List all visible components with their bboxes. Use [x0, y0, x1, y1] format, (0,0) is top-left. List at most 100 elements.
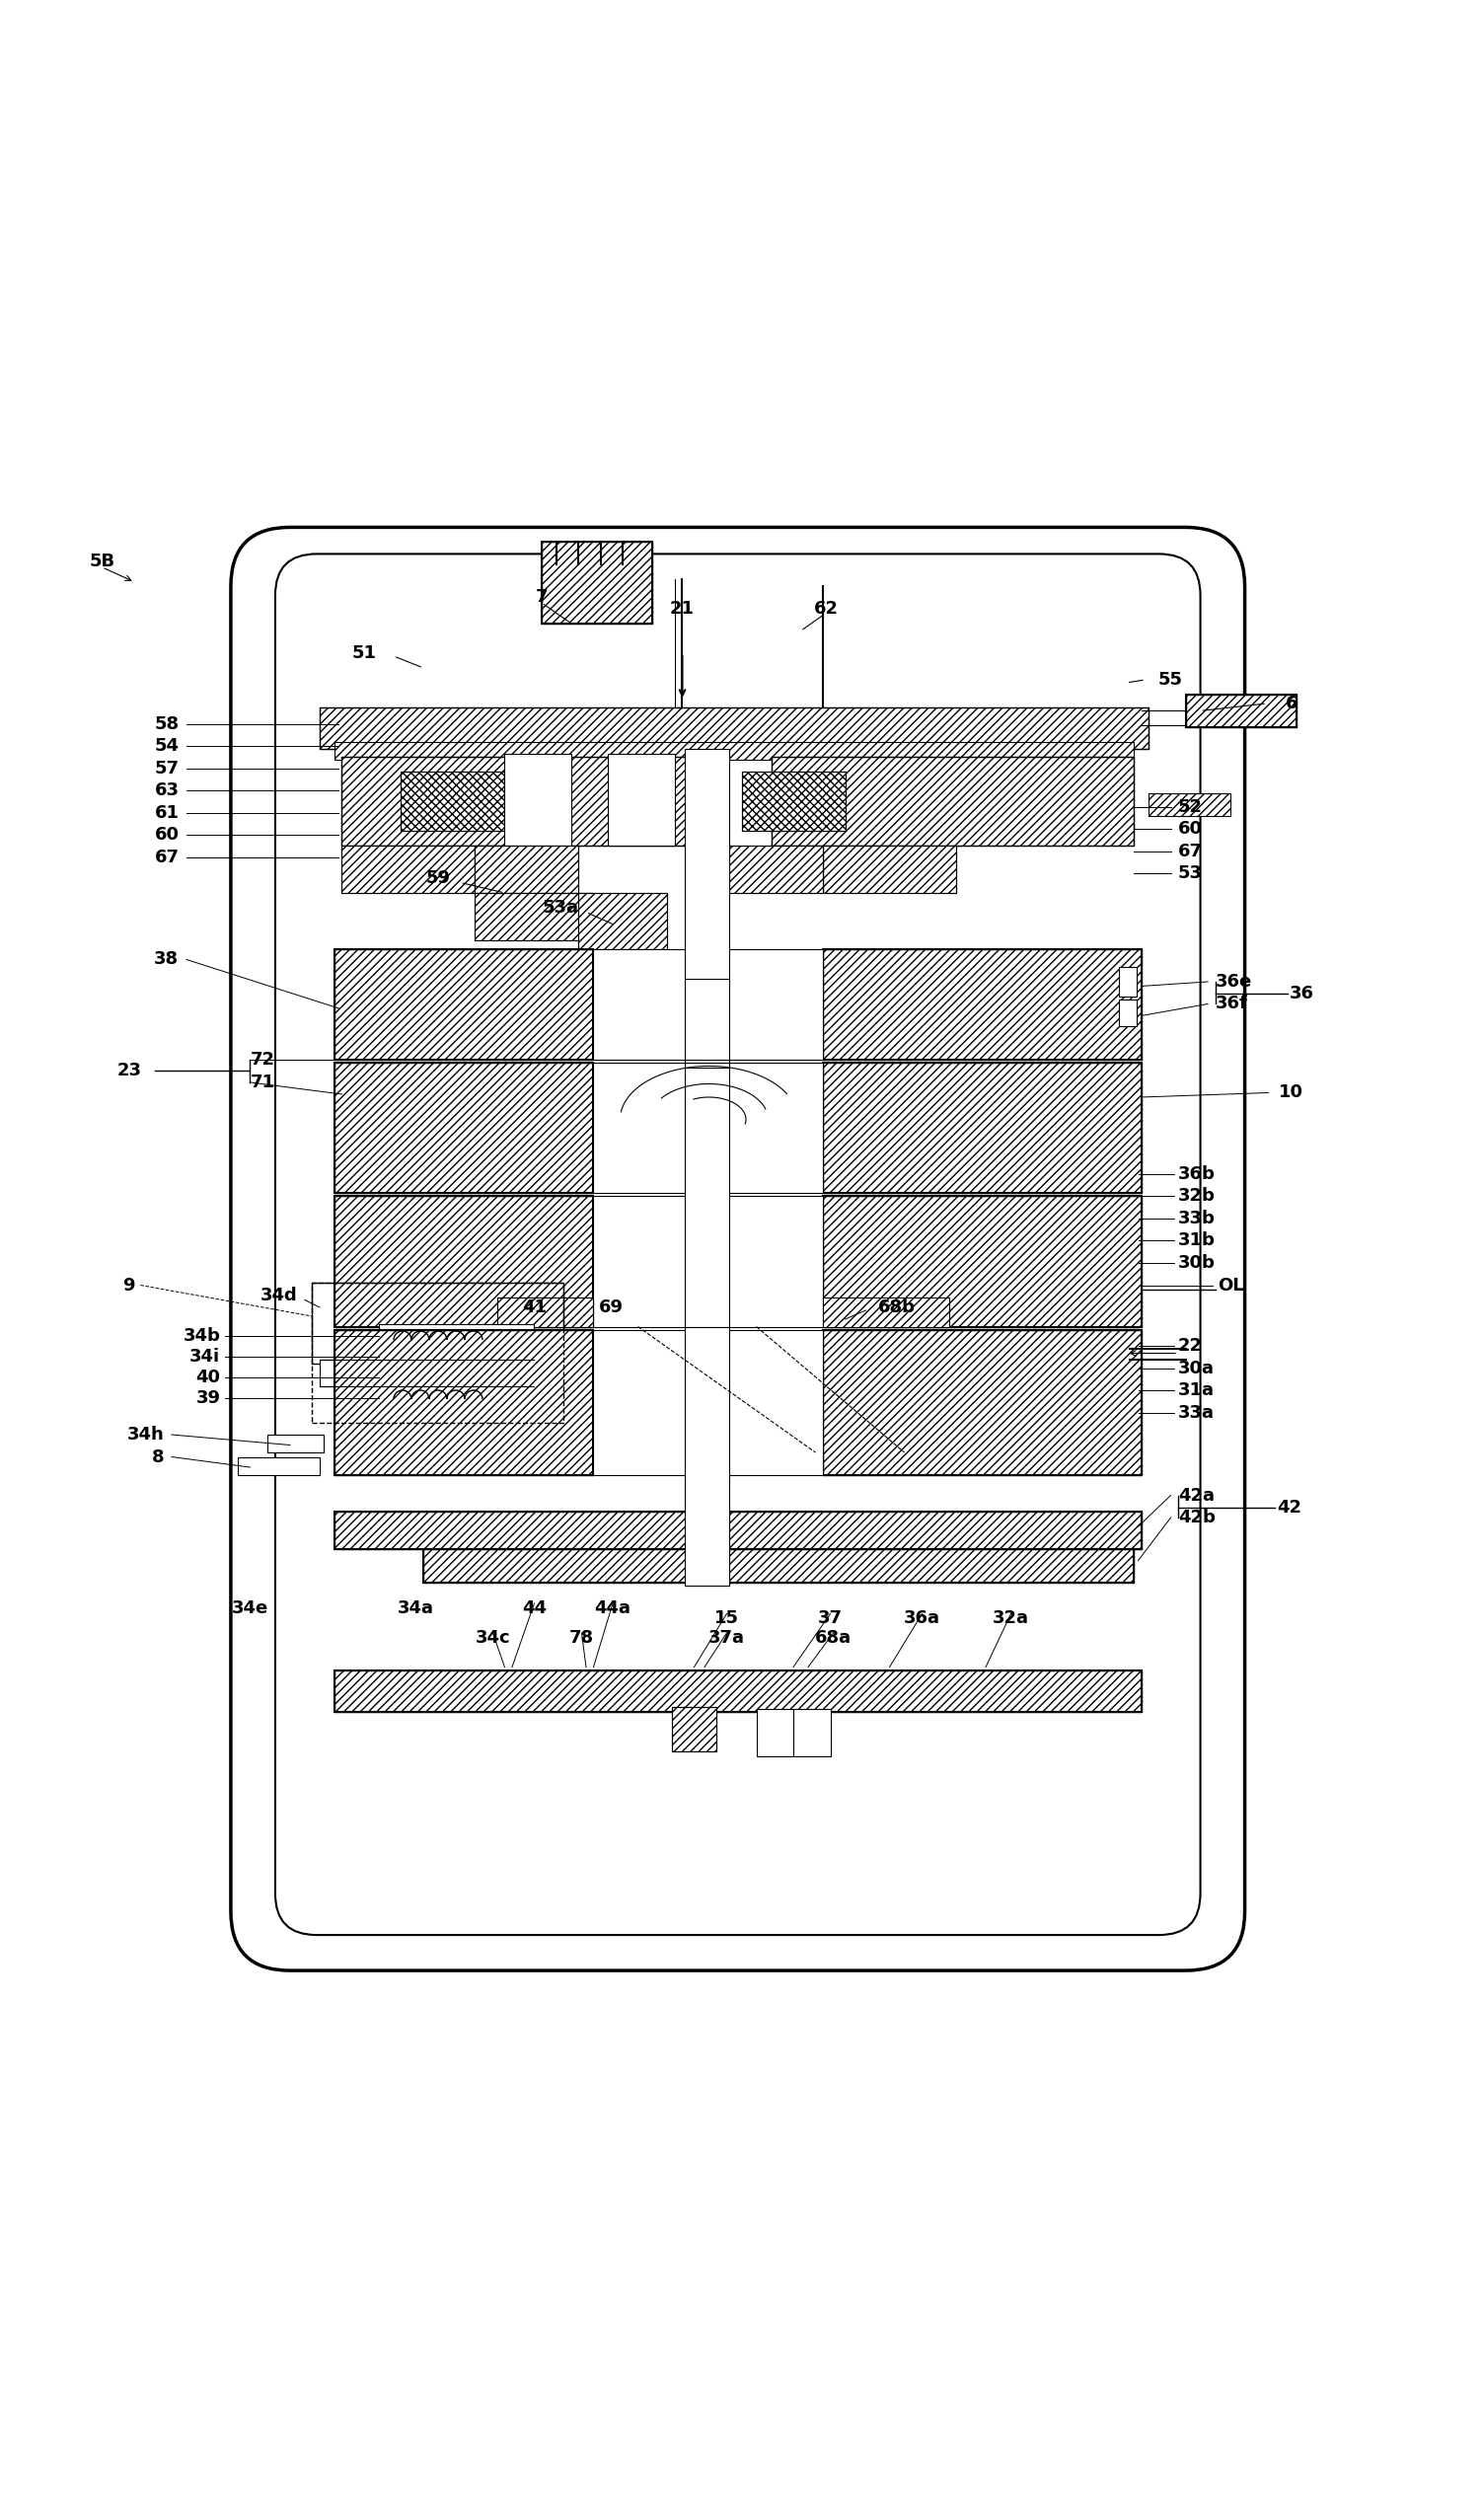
Text: 60: 60 [154, 827, 179, 844]
Bar [475, 892, 593, 940]
Bar [593, 1331, 823, 1474]
Text: 53: 53 [1178, 864, 1203, 882]
Bar [378, 1383, 534, 1416]
Bar [335, 1512, 1142, 1550]
Text: 33b: 33b [1178, 1210, 1216, 1227]
Bar [475, 892, 593, 940]
Bar [320, 708, 1148, 748]
Bar [497, 1298, 593, 1326]
Text: 52: 52 [1178, 799, 1203, 816]
Text: 53a: 53a [543, 900, 580, 917]
Text: 71: 71 [251, 1074, 274, 1091]
Text: 63: 63 [154, 781, 179, 799]
Bar [335, 1063, 593, 1194]
Bar [320, 1358, 534, 1386]
Bar [578, 892, 667, 950]
Bar [578, 892, 667, 950]
Bar [335, 1671, 1142, 1711]
Bar [823, 950, 1142, 1061]
Bar [672, 1706, 716, 1751]
Text: 59: 59 [426, 869, 451, 887]
Text: 67: 67 [1178, 842, 1203, 859]
Text: 34i: 34i [190, 1348, 221, 1366]
Bar [268, 1434, 325, 1452]
Bar [823, 847, 957, 892]
Bar [1148, 794, 1229, 816]
Text: 15: 15 [715, 1610, 739, 1628]
Bar [685, 748, 730, 978]
Text: 34c: 34c [475, 1628, 510, 1646]
Bar [593, 950, 823, 1061]
Bar [335, 1331, 593, 1474]
Bar [823, 1063, 1142, 1194]
Text: 34b: 34b [182, 1326, 221, 1343]
Text: 39: 39 [196, 1389, 221, 1406]
Text: 41: 41 [522, 1298, 547, 1315]
Bar [1185, 696, 1296, 728]
Text: 31b: 31b [1178, 1232, 1216, 1250]
Bar [727, 847, 823, 892]
Text: OL: OL [1218, 1275, 1244, 1295]
Text: 8: 8 [151, 1449, 165, 1467]
Bar [727, 847, 823, 892]
Bar [685, 1068, 730, 1326]
Bar [823, 1063, 1142, 1194]
Bar [771, 756, 1134, 847]
Text: 36b: 36b [1178, 1164, 1216, 1182]
Bar [756, 1709, 793, 1756]
Text: 21: 21 [670, 600, 694, 617]
Bar [341, 756, 697, 847]
FancyBboxPatch shape [231, 527, 1244, 1971]
Bar [335, 1063, 593, 1194]
Text: 6: 6 [1286, 696, 1298, 713]
Bar [423, 1550, 1134, 1583]
Text: 7: 7 [535, 587, 547, 605]
Bar [823, 1331, 1142, 1474]
Text: 10: 10 [1278, 1084, 1304, 1101]
Bar [823, 847, 957, 892]
Text: 40: 40 [196, 1368, 221, 1386]
Text: 32a: 32a [992, 1610, 1029, 1628]
Text: 30a: 30a [1178, 1358, 1215, 1376]
Text: 31a: 31a [1178, 1381, 1215, 1399]
Text: 32b: 32b [1178, 1187, 1216, 1205]
Bar [335, 1671, 1142, 1711]
Bar [541, 542, 653, 622]
Bar [608, 753, 675, 847]
Bar [823, 950, 1142, 1061]
Text: 44: 44 [522, 1600, 547, 1618]
Text: 34d: 34d [260, 1288, 298, 1305]
Text: 51: 51 [351, 645, 377, 663]
Bar [475, 847, 578, 892]
Bar [400, 771, 504, 832]
Bar [335, 1331, 593, 1474]
Bar [497, 1298, 593, 1326]
Bar [320, 708, 1148, 748]
Text: 23: 23 [117, 1061, 142, 1079]
Text: 36a: 36a [903, 1610, 940, 1628]
Bar [823, 1298, 949, 1326]
Text: 36: 36 [1289, 985, 1314, 1003]
Bar [239, 1457, 320, 1474]
Bar [341, 847, 475, 892]
Text: 34h: 34h [128, 1426, 165, 1444]
Bar [335, 950, 593, 1061]
Bar [793, 1709, 830, 1756]
Bar [335, 1197, 593, 1326]
Text: 55: 55 [1158, 670, 1183, 688]
Text: 68b: 68b [878, 1298, 915, 1315]
Bar [823, 1331, 1142, 1474]
Text: 44a: 44a [595, 1600, 630, 1618]
Text: 42a: 42a [1178, 1487, 1215, 1504]
Bar [823, 1197, 1142, 1326]
Text: 37: 37 [819, 1610, 842, 1628]
Text: 42: 42 [1277, 1499, 1302, 1517]
Text: 38: 38 [154, 950, 179, 968]
Text: 36e: 36e [1215, 973, 1252, 990]
Bar [400, 771, 504, 832]
Text: 68a: 68a [816, 1628, 851, 1646]
Bar [313, 1283, 564, 1363]
Bar [475, 847, 578, 892]
Text: 33a: 33a [1178, 1404, 1215, 1421]
Bar [1120, 1000, 1137, 1026]
